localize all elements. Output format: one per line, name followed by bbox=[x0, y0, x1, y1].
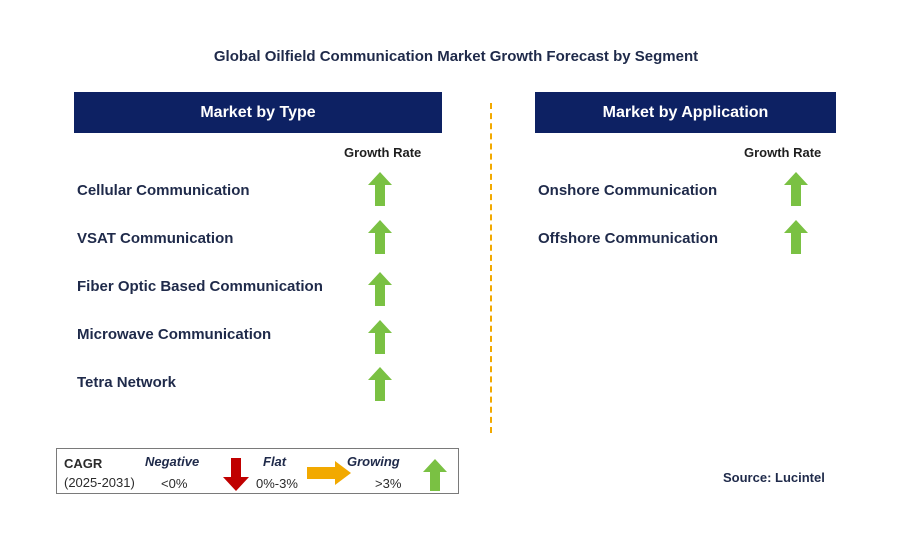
type-panel-header: Market by Type bbox=[74, 92, 442, 133]
green-up-arrow-icon bbox=[368, 320, 392, 354]
legend-growing-range: >3% bbox=[375, 476, 402, 491]
type-item-vsat: VSAT Communication bbox=[77, 230, 234, 247]
green-up-arrow-icon bbox=[368, 272, 392, 306]
legend-flat-range: 0%-3% bbox=[256, 476, 298, 491]
green-up-arrow-icon bbox=[368, 172, 392, 206]
type-item-tetra: Tetra Network bbox=[77, 374, 176, 391]
application-growth-rate-label: Growth Rate bbox=[744, 145, 822, 160]
red-down-arrow-icon bbox=[223, 458, 249, 491]
green-up-arrow-icon bbox=[784, 220, 808, 254]
type-item-cellular: Cellular Communication bbox=[77, 182, 250, 199]
legend-negative-label: Negative bbox=[145, 454, 200, 469]
legend-period: (2025-2031) bbox=[64, 475, 135, 490]
application-panel-header: Market by Application bbox=[535, 92, 836, 133]
cagr-legend: CAGR (2025-2031) Negative <0% Flat 0%-3%… bbox=[56, 448, 459, 494]
legend-negative-range: <0% bbox=[161, 476, 188, 491]
orange-right-arrow-icon bbox=[307, 461, 351, 485]
type-item-microwave: Microwave Communication bbox=[77, 326, 272, 343]
green-up-arrow-icon bbox=[423, 459, 447, 491]
legend-growing-label: Growing bbox=[347, 454, 400, 469]
application-item-offshore: Offshore Communication bbox=[538, 230, 719, 247]
green-up-arrow-icon bbox=[368, 220, 392, 254]
panel-divider bbox=[490, 103, 492, 433]
application-item-onshore: Onshore Communication bbox=[538, 182, 718, 199]
green-up-arrow-icon bbox=[784, 172, 808, 206]
type-growth-rate-label: Growth Rate bbox=[344, 145, 422, 160]
legend-cagr-label: CAGR bbox=[64, 456, 103, 471]
source-label: Source: Lucintel bbox=[723, 470, 825, 485]
green-up-arrow-icon bbox=[368, 367, 392, 401]
page-title: Global Oilfield Communication Market Gro… bbox=[213, 48, 699, 65]
legend-flat-label: Flat bbox=[263, 454, 287, 469]
type-item-fiber-optic: Fiber Optic Based Communication bbox=[77, 278, 323, 295]
